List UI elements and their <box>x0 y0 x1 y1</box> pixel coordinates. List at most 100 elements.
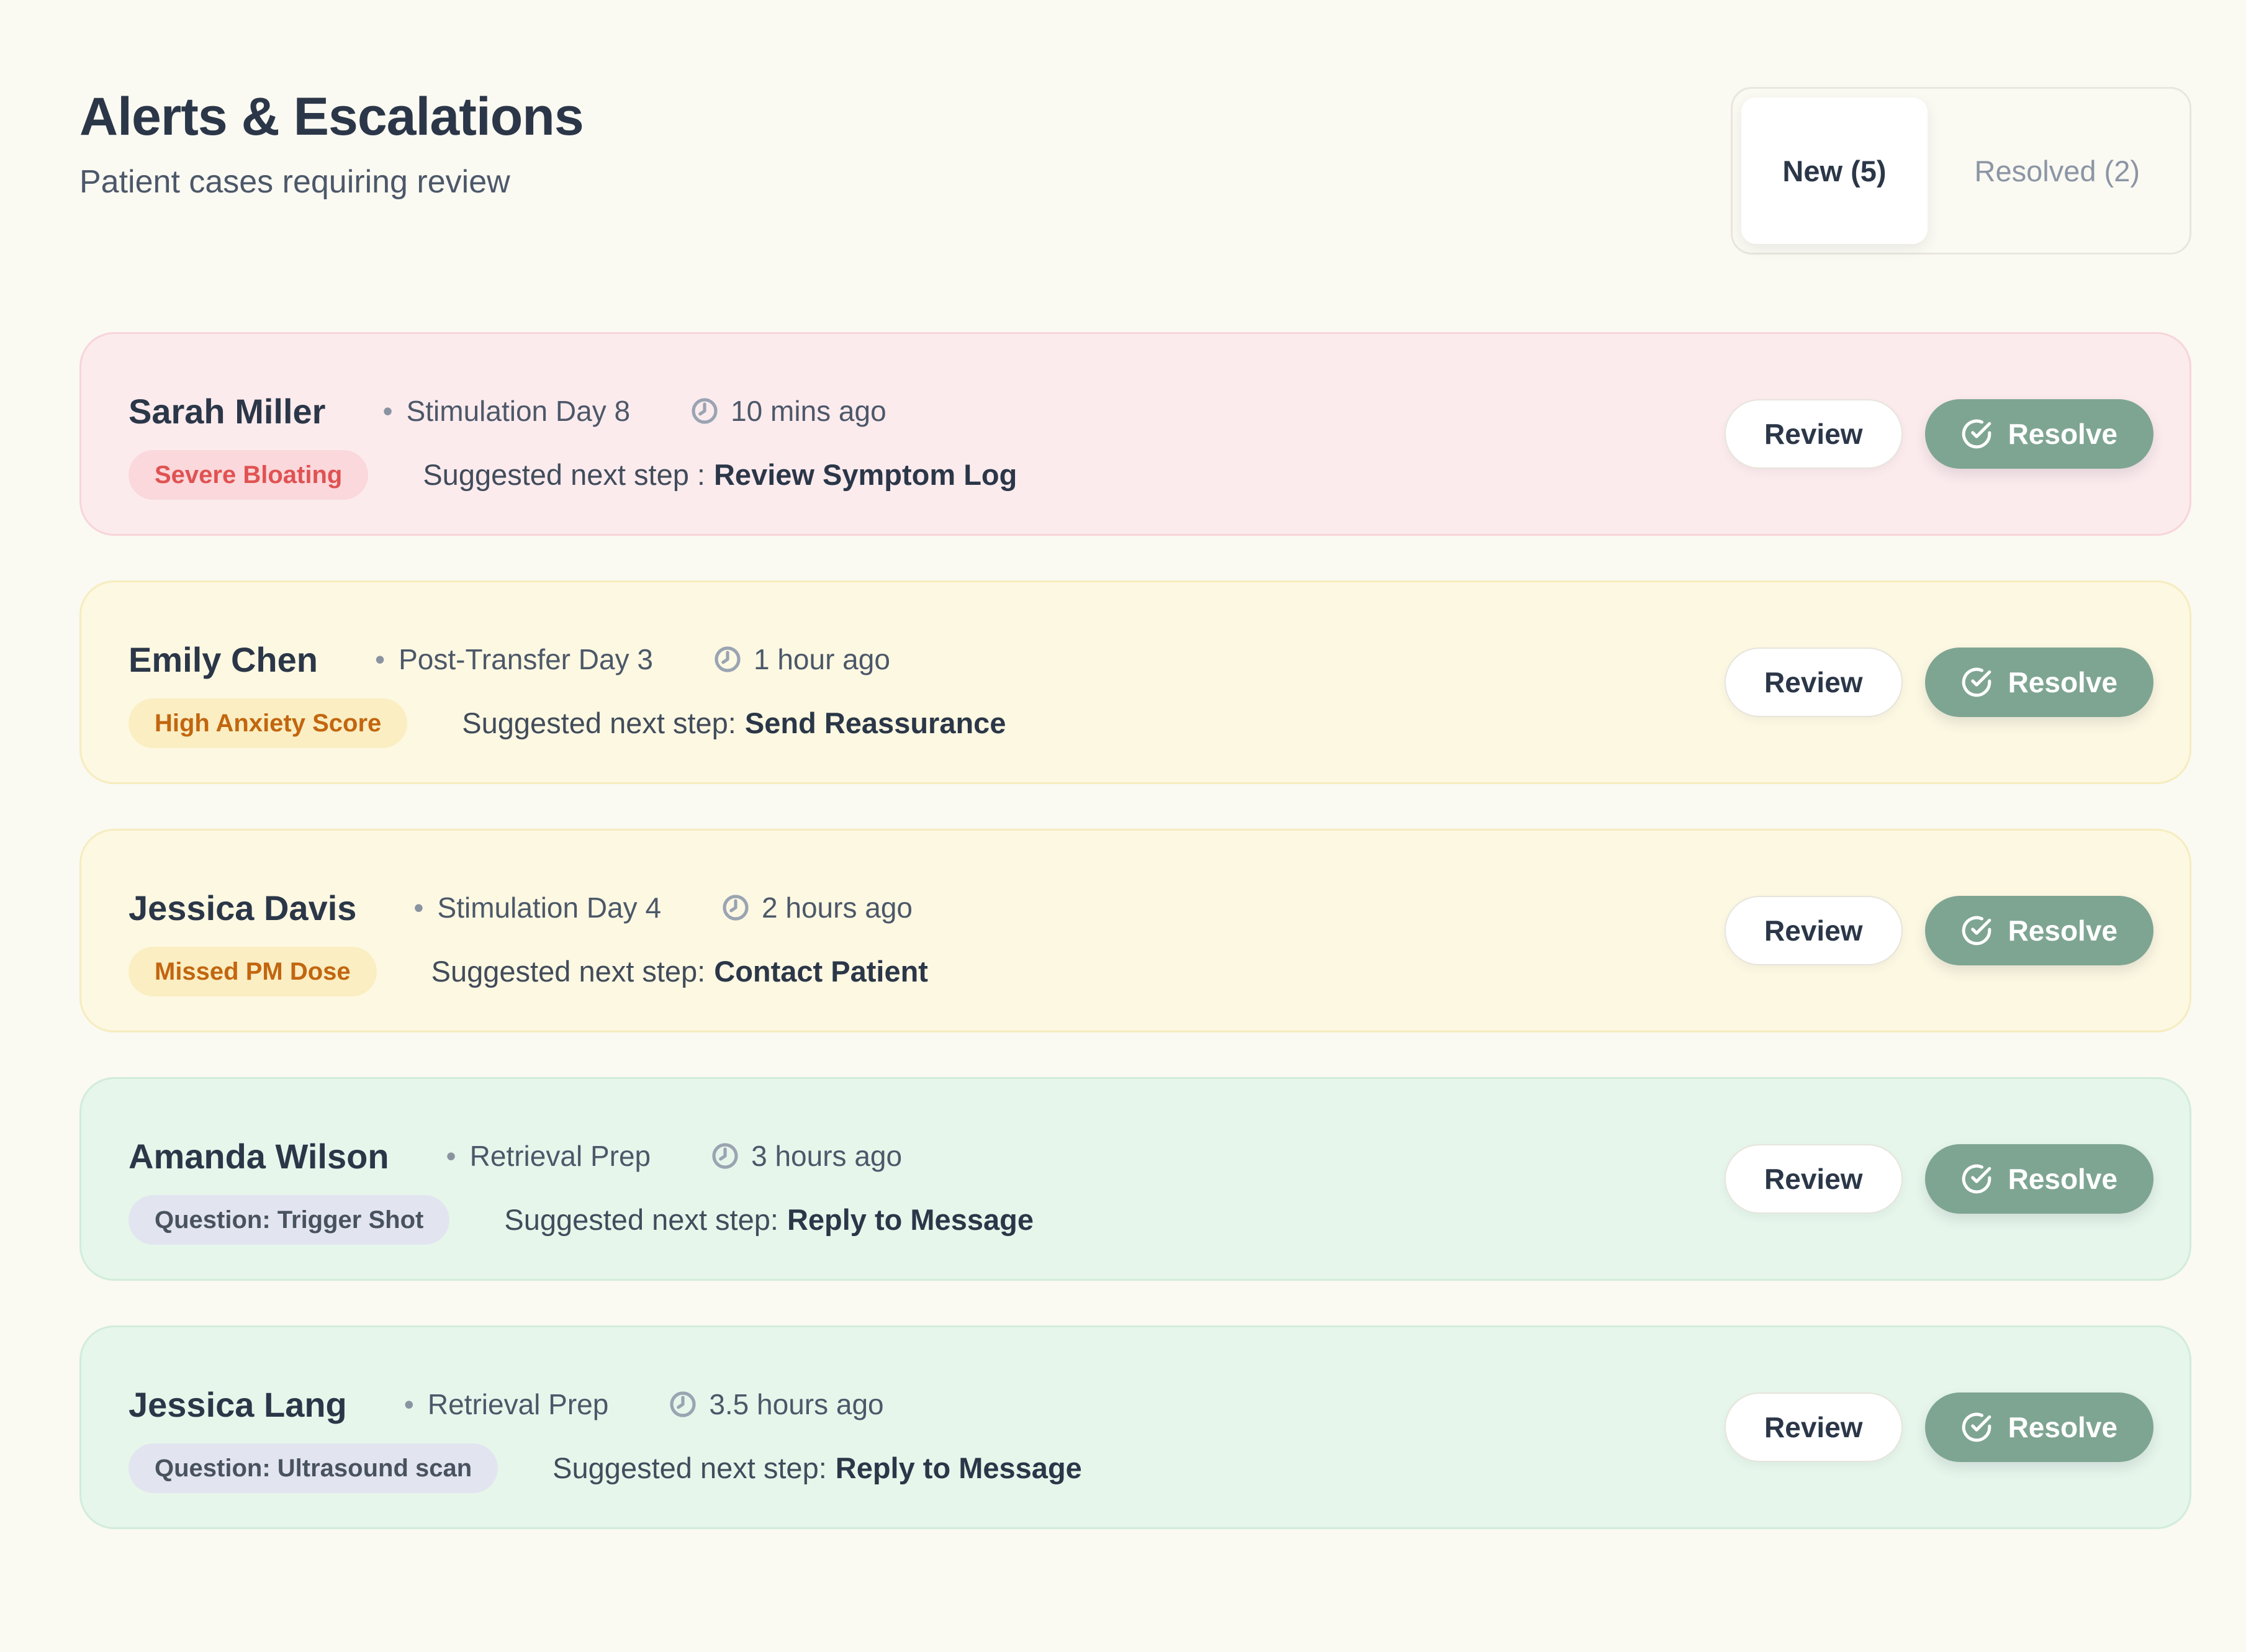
clock-icon <box>690 396 719 426</box>
suggested-next-step: Suggested next step: Reply to Message <box>504 1203 1034 1237</box>
alert-card: Amanda Wilson • Retrieval Prep 3 hours a… <box>79 1077 2191 1281</box>
alert-meta-row: Emily Chen • Post-Transfer Day 3 1 hour … <box>129 639 1725 680</box>
alert-actions: Review Resolve <box>1725 896 2154 965</box>
alert-card: Emily Chen • Post-Transfer Day 3 1 hour … <box>79 580 2191 784</box>
resolve-button-label: Resolve <box>2008 914 2117 947</box>
suggested-next-step: Suggested next step : Review Symptom Log <box>423 458 1017 492</box>
resolve-button[interactable]: Resolve <box>1924 1144 2154 1214</box>
bullet-separator: • <box>382 395 393 427</box>
timestamp: 1 hour ago <box>753 643 890 675</box>
review-button[interactable]: Review <box>1725 1144 1903 1214</box>
patient-name: Jessica Davis <box>129 888 357 928</box>
review-button[interactable]: Review <box>1725 896 1903 965</box>
check-circle-icon <box>1961 667 1992 698</box>
suggested-step-label: Suggested next step : <box>423 458 705 491</box>
check-circle-icon <box>1961 915 1992 946</box>
resolve-button[interactable]: Resolve <box>1924 896 2154 965</box>
timestamp: 10 mins ago <box>731 395 886 427</box>
alert-meta-row: Amanda Wilson • Retrieval Prep 3 hours a… <box>129 1136 1725 1176</box>
clock-icon <box>710 1141 740 1171</box>
tab-new[interactable]: New (5) <box>1741 97 1928 244</box>
bullet-separator: • <box>446 1140 456 1172</box>
patient-name: Emily Chen <box>129 639 318 679</box>
suggested-step-label: Suggested next step: <box>431 955 706 988</box>
suggested-next-step: Suggested next step: Reply to Message <box>552 1451 1082 1485</box>
check-circle-icon <box>1961 418 1992 449</box>
page-subtitle: Patient cases requiring review <box>79 164 510 201</box>
suggested-step-action: Reply to Message <box>835 1451 1082 1484</box>
alert-card: Sarah Miller • Stimulation Day 8 10 mins… <box>79 332 2191 536</box>
timestamp: 3 hours ago <box>751 1140 903 1172</box>
check-circle-icon <box>1961 1412 1992 1443</box>
resolve-button-label: Resolve <box>2008 1411 2117 1443</box>
patient-name: Amanda Wilson <box>129 1136 389 1176</box>
review-button-label: Review <box>1764 1163 1863 1195</box>
alert-type-badge: Severe Bloating <box>129 449 369 500</box>
alert-details: Emily Chen • Post-Transfer Day 3 1 hour … <box>129 617 1725 748</box>
alert-type-badge: High Anxiety Score <box>129 698 408 748</box>
alert-badge-row: Question: Trigger Shot Suggested next st… <box>129 1194 1725 1245</box>
alert-actions: Review Resolve <box>1725 399 2154 469</box>
bullet-separator: • <box>374 643 386 675</box>
page-title: Alerts & Escalations <box>79 87 584 147</box>
cycle-stage: Post-Transfer Day 3 <box>399 643 653 675</box>
tab-switcher: New (5) Resolved (2) <box>1731 87 2191 255</box>
resolve-button-label: Resolve <box>2008 1163 2117 1195</box>
alert-details: Jessica Lang • Retrieval Prep 3.5 hours … <box>129 1362 1725 1493</box>
alert-meta-row: Sarah Miller • Stimulation Day 8 10 mins… <box>129 391 1725 431</box>
alert-details: Amanda Wilson • Retrieval Prep 3 hours a… <box>129 1114 1725 1245</box>
review-button[interactable]: Review <box>1725 1392 1903 1462</box>
alert-badge-row: Missed PM Dose Suggested next step: Conta… <box>129 946 1725 996</box>
suggested-step-action: Contact Patient <box>714 955 928 988</box>
resolve-button-label: Resolve <box>2008 666 2117 698</box>
alert-type-badge: Question: Ultrasound scan <box>129 1443 498 1493</box>
alert-type-badge: Question: Trigger Shot <box>129 1194 450 1245</box>
review-button-label: Review <box>1764 418 1863 450</box>
clock-icon <box>668 1389 698 1419</box>
alert-meta-row: Jessica Davis • Stimulation Day 4 2 hour… <box>129 888 1725 928</box>
alert-badge-row: Severe Bloating Suggested next step : Rev… <box>129 449 1725 500</box>
alert-details: Sarah Miller • Stimulation Day 8 10 mins… <box>129 369 1725 500</box>
cycle-stage: Stimulation Day 8 <box>406 395 631 427</box>
review-button-label: Review <box>1764 1411 1863 1443</box>
review-button-label: Review <box>1764 914 1863 947</box>
alert-actions: Review Resolve <box>1725 1392 2154 1462</box>
suggested-step-label: Suggested next step: <box>504 1203 778 1236</box>
suggested-step-action: Reply to Message <box>787 1203 1034 1236</box>
suggested-step-action: Send Reassurance <box>744 706 1006 739</box>
suggested-next-step: Suggested next step: Contact Patient <box>431 954 928 988</box>
cycle-stage: Retrieval Prep <box>427 1388 609 1420</box>
patient-name: Jessica Lang <box>129 1384 347 1424</box>
clock-icon <box>713 644 742 674</box>
suggested-step-label: Suggested next step: <box>462 706 736 739</box>
review-button-label: Review <box>1764 666 1863 698</box>
alert-badge-row: High Anxiety Score Suggested next step: S… <box>129 698 1725 748</box>
cycle-stage: Stimulation Day 4 <box>437 891 662 924</box>
alert-actions: Review Resolve <box>1725 648 2154 717</box>
patient-name: Sarah Miller <box>129 391 326 431</box>
alert-actions: Review Resolve <box>1725 1144 2154 1214</box>
bullet-separator: • <box>404 1388 414 1420</box>
review-button[interactable]: Review <box>1725 399 1903 469</box>
check-circle-icon <box>1961 1163 1992 1194</box>
alert-card: Jessica Davis • Stimulation Day 4 2 hour… <box>79 829 2191 1032</box>
suggested-step-action: Review Symptom Log <box>713 458 1017 491</box>
resolve-button[interactable]: Resolve <box>1924 648 2154 717</box>
timestamp: 2 hours ago <box>762 891 913 924</box>
header-text-block: Alerts & Escalations Patient cases requi… <box>79 87 584 202</box>
timestamp: 3.5 hours ago <box>709 1388 884 1420</box>
tab-resolved[interactable]: Resolved (2) <box>1934 97 2181 244</box>
alerts-page: Alerts & Escalations Patient cases requi… <box>79 0 2191 1529</box>
clock-icon <box>721 893 751 923</box>
bullet-separator: • <box>413 891 424 924</box>
suggested-next-step: Suggested next step: Send Reassurance <box>462 706 1006 740</box>
page-header: Alerts & Escalations Patient cases requi… <box>79 0 2191 255</box>
review-button[interactable]: Review <box>1725 648 1903 717</box>
alert-badge-row: Question: Ultrasound scan Suggested next… <box>129 1443 1725 1493</box>
resolve-button[interactable]: Resolve <box>1924 1392 2154 1462</box>
suggested-step-label: Suggested next step: <box>552 1451 827 1484</box>
resolve-button[interactable]: Resolve <box>1924 399 2154 469</box>
cycle-stage: Retrieval Prep <box>469 1140 651 1172</box>
resolve-button-label: Resolve <box>2008 418 2117 450</box>
alert-card: Jessica Lang • Retrieval Prep 3.5 hours … <box>79 1325 2191 1529</box>
